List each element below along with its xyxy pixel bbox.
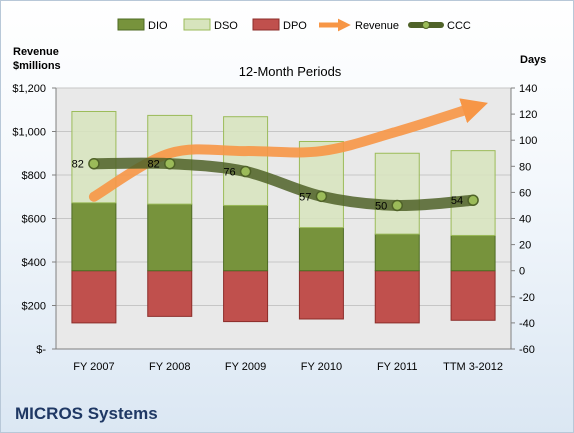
gridlines [56,87,511,306]
legend-swatch-dpo [252,18,280,31]
left-tick-label: $- [36,344,46,356]
ccc-line [88,157,479,211]
right-tick-label: -20 [519,292,535,304]
category-label: FY 2007 [73,361,114,373]
bar-dpo [374,270,420,324]
legend: DIO DSO DPO Revenue CCC [117,18,471,32]
bar-dso [374,152,420,235]
bar-dpo [71,270,117,324]
ccc-data-label: 82 [148,159,160,171]
legend-swatch-dio [117,18,145,31]
left-tick-label: $1,200 [12,83,46,95]
right-tick-label: 100 [519,135,537,147]
left-tick-label: $200 [22,301,46,313]
bar-dio [223,204,269,272]
legend-label-revenue: Revenue [355,20,399,32]
bar-dio [147,203,193,272]
ccc-point [88,157,100,170]
legend-label-dso: DSO [214,20,238,32]
bars [71,110,496,324]
chart-title: 12-Month Periods [239,64,342,79]
ccc-point [315,190,328,203]
legend-swatch-dso [183,18,211,31]
category-label: FY 2010 [301,361,342,373]
right-tick-label: -40 [519,318,535,330]
right-tick-label: 120 [519,109,537,121]
bar-dio [298,227,344,272]
bar-dso [450,150,496,236]
right-axis-title: Days [520,54,546,66]
bar-dio [71,202,117,272]
ccc-point [391,199,403,212]
left-tick-label: $600 [22,214,46,226]
category-label: FY 2011 [377,361,418,373]
axes: $- $200 $400 $600 $800 $1,000 $1,200 -60 -40 -20 0… [12,83,537,373]
right-tick-label: 40 [519,214,531,226]
right-tick-label: 20 [519,240,531,252]
legend-label-dio: DIO [148,20,168,32]
left-tick-label: $400 [22,257,46,269]
bar-dio [450,234,496,272]
ccc-point [239,165,252,178]
ccc-point [467,194,479,206]
ccc-data-label: 57 [299,191,311,203]
category-label: TTM 3-2012 [443,361,503,373]
bar-dio [374,233,420,272]
bar-dpo [147,270,193,317]
ccc-data-label: 76 [223,167,235,179]
ccc-data-label: 54 [451,195,463,207]
right-tick-label: 80 [519,161,531,173]
category-label: FY 2008 [149,361,190,373]
right-tick-label: 0 [519,266,525,278]
legend-label-dpo: DPO [283,20,307,32]
company-name: MICROS Systems [15,404,158,423]
bar-dpo [223,270,269,323]
legend-ccc-marker [422,21,430,29]
category-label: FY 2009 [225,361,266,373]
right-tick-label: 60 [519,187,531,199]
ccc-data-label: 50 [375,200,387,212]
left-axis-title-line2: $millions [13,60,61,72]
bar-dpo [450,270,496,321]
ccc-point [164,157,176,170]
bar-dso [223,116,269,206]
legend-label-ccc: CCC [447,20,471,32]
bar-dpo [298,270,344,320]
ccc-data-label: 82 [72,159,84,171]
left-tick-label: $1,000 [12,127,46,139]
left-tick-label: $800 [22,170,46,182]
series-lines: 82 82 76 57 50 54 [72,98,488,212]
left-axis-title-line1: Revenue [13,46,59,58]
right-tick-label: -60 [519,344,535,356]
right-tick-label: 140 [519,83,537,95]
